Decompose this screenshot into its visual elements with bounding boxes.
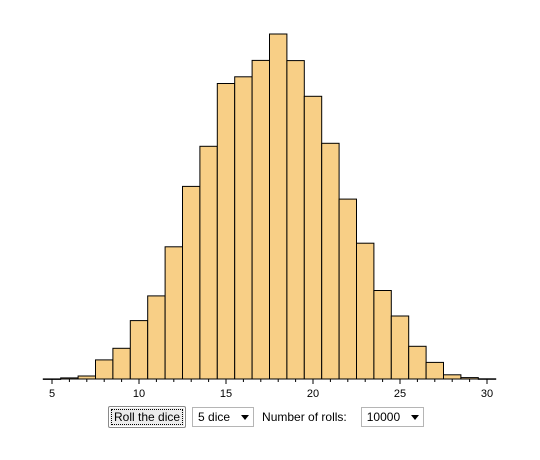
x-axis-tick-label: 20 [307, 388, 319, 400]
x-axis-tick-label: 25 [394, 388, 406, 400]
x-axis-tick-label: 10 [133, 388, 145, 400]
dice-count-value: 5 dice [198, 410, 231, 424]
roll-dice-button[interactable]: Roll the dice [108, 406, 187, 428]
histogram-bar [443, 374, 462, 380]
histogram-bar [216, 83, 236, 380]
histogram-bar [234, 76, 253, 380]
histogram-bar [338, 198, 358, 380]
rolls-label: Number of rolls: [262, 410, 347, 424]
rolls-count-value: 10000 [366, 410, 401, 424]
histogram-bar [356, 242, 375, 380]
x-axis-tick-labels: 5 10 15 20 25 30 [49, 388, 493, 400]
x-axis-tick-label: 30 [481, 388, 493, 400]
dice-count-select[interactable]: 5 dice [192, 407, 255, 427]
chevron-down-icon [241, 414, 250, 420]
histogram-bar [147, 295, 166, 380]
histogram-bar [129, 320, 149, 380]
histogram-bars [42, 33, 497, 380]
histogram-bar [408, 345, 427, 380]
rolls-count-select[interactable]: 10000 [360, 407, 424, 427]
x-axis-ticks [51, 379, 488, 384]
histogram-bar [269, 33, 288, 380]
chevron-down-icon [410, 414, 419, 420]
histogram-bar [199, 145, 218, 380]
histogram-bar [425, 361, 445, 380]
histogram-chart: 5 10 15 20 25 30 [42, 33, 497, 400]
histogram-bar [112, 347, 131, 380]
histogram-bar [164, 246, 184, 380]
histogram-bar [286, 60, 305, 380]
histogram-bar [321, 142, 340, 380]
histogram-bar [251, 59, 271, 380]
histogram-bar [182, 185, 201, 380]
histogram-bar [95, 359, 114, 380]
histogram-bar [390, 315, 410, 380]
controls-bar: Roll the dice 5 dice Number of rolls: 10… [108, 405, 424, 429]
histogram-bar [303, 95, 323, 380]
x-axis-tick-label: 15 [220, 388, 232, 400]
histogram-bar [373, 290, 392, 380]
x-axis-tick-label: 5 [49, 388, 55, 400]
